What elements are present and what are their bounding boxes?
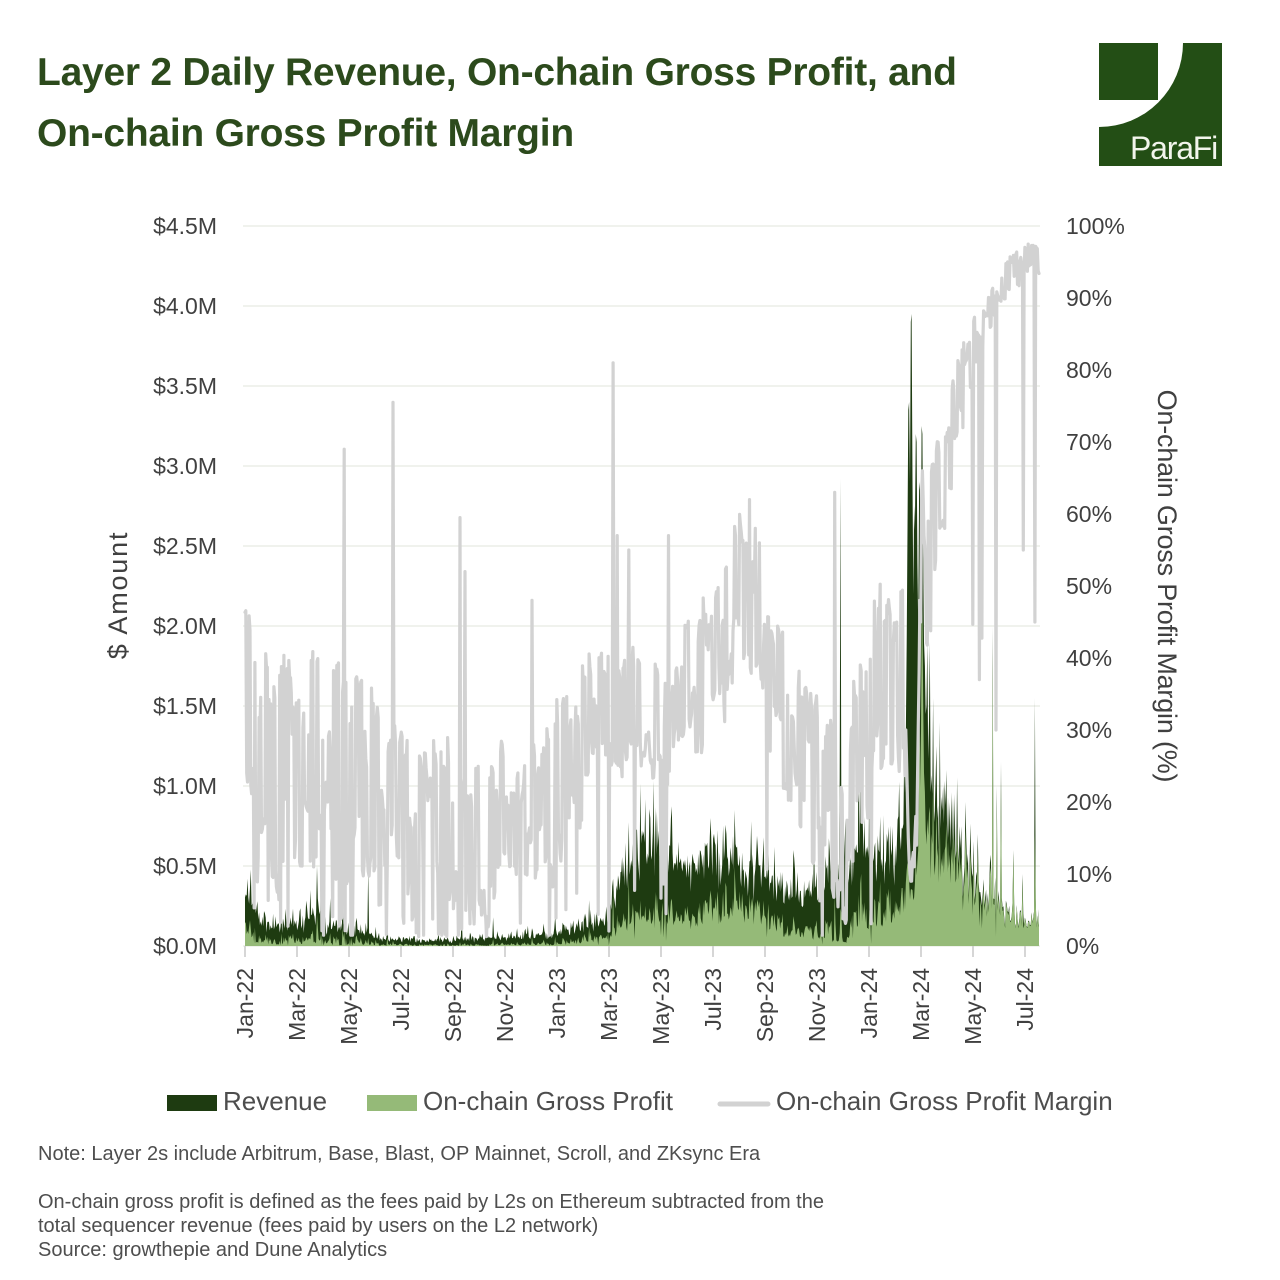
svg-text:$2.5M: $2.5M [153, 533, 217, 559]
svg-text:ParaFi: ParaFi [1130, 130, 1217, 166]
svg-text:$0.0M: $0.0M [153, 933, 217, 959]
svg-text:80%: 80% [1066, 357, 1112, 383]
svg-text:On-chain Gross Profit: On-chain Gross Profit [423, 1086, 674, 1116]
svg-text:100%: 100% [1066, 213, 1125, 239]
svg-text:Mar-24: Mar-24 [908, 968, 934, 1041]
svg-text:0%: 0% [1066, 933, 1099, 959]
svg-text:Sep-23: Sep-23 [752, 968, 778, 1042]
svg-text:$2.0M: $2.0M [153, 613, 217, 639]
svg-text:Source: growthepie and Dune An: Source: growthepie and Dune Analytics [38, 1239, 387, 1261]
svg-text:Jul-24: Jul-24 [1012, 968, 1038, 1031]
svg-text:total sequencer revenue (fees: total sequencer revenue (fees paid by us… [38, 1215, 598, 1237]
svg-text:50%: 50% [1066, 573, 1112, 599]
svg-text:Layer 2 Daily Revenue, On-chai: Layer 2 Daily Revenue, On-chain Gross Pr… [37, 51, 957, 94]
svg-text:Mar-22: Mar-22 [284, 968, 310, 1041]
svg-text:Mar-23: Mar-23 [596, 968, 622, 1041]
svg-text:$3.0M: $3.0M [153, 453, 217, 479]
svg-text:10%: 10% [1066, 861, 1112, 887]
svg-text:Note: Layer 2s include Arbitru: Note: Layer 2s include Arbitrum, Base, B… [38, 1143, 761, 1165]
svg-text:Nov-22: Nov-22 [492, 968, 518, 1042]
svg-text:May-24: May-24 [960, 968, 986, 1045]
svg-text:$0.5M: $0.5M [153, 853, 217, 879]
svg-text:Sep-22: Sep-22 [440, 968, 466, 1042]
svg-text:$4.0M: $4.0M [153, 293, 217, 319]
svg-text:70%: 70% [1066, 429, 1112, 455]
svg-text:$1.0M: $1.0M [153, 773, 217, 799]
svg-text:30%: 30% [1066, 717, 1112, 743]
svg-text:$3.5M: $3.5M [153, 373, 217, 399]
svg-text:$ Amount: $ Amount [103, 531, 133, 659]
svg-text:May-22: May-22 [336, 968, 362, 1045]
svg-text:Jul-22: Jul-22 [388, 968, 414, 1031]
svg-text:Jan-24: Jan-24 [856, 968, 882, 1039]
svg-text:$4.5M: $4.5M [153, 213, 217, 239]
svg-text:60%: 60% [1066, 501, 1112, 527]
svg-text:Jan-23: Jan-23 [544, 968, 570, 1038]
svg-text:May-23: May-23 [648, 968, 674, 1045]
svg-text:Nov-23: Nov-23 [804, 968, 830, 1042]
svg-text:40%: 40% [1066, 645, 1112, 671]
svg-text:20%: 20% [1066, 789, 1112, 815]
svg-text:On-chain gross profit is defin: On-chain gross profit is defined as the … [38, 1191, 824, 1213]
svg-text:Revenue: Revenue [223, 1086, 327, 1116]
svg-text:Jan-22: Jan-22 [232, 968, 258, 1038]
svg-text:On-chain Gross Profit Margin: On-chain Gross Profit Margin [37, 112, 574, 155]
svg-text:$1.5M: $1.5M [153, 693, 217, 719]
svg-text:90%: 90% [1066, 285, 1112, 311]
svg-text:On-chain Gross Profit Margin (: On-chain Gross Profit Margin (%) [1152, 390, 1182, 783]
svg-text:On-chain Gross Profit Margin: On-chain Gross Profit Margin [776, 1086, 1113, 1116]
svg-text:Jul-23: Jul-23 [700, 968, 726, 1031]
